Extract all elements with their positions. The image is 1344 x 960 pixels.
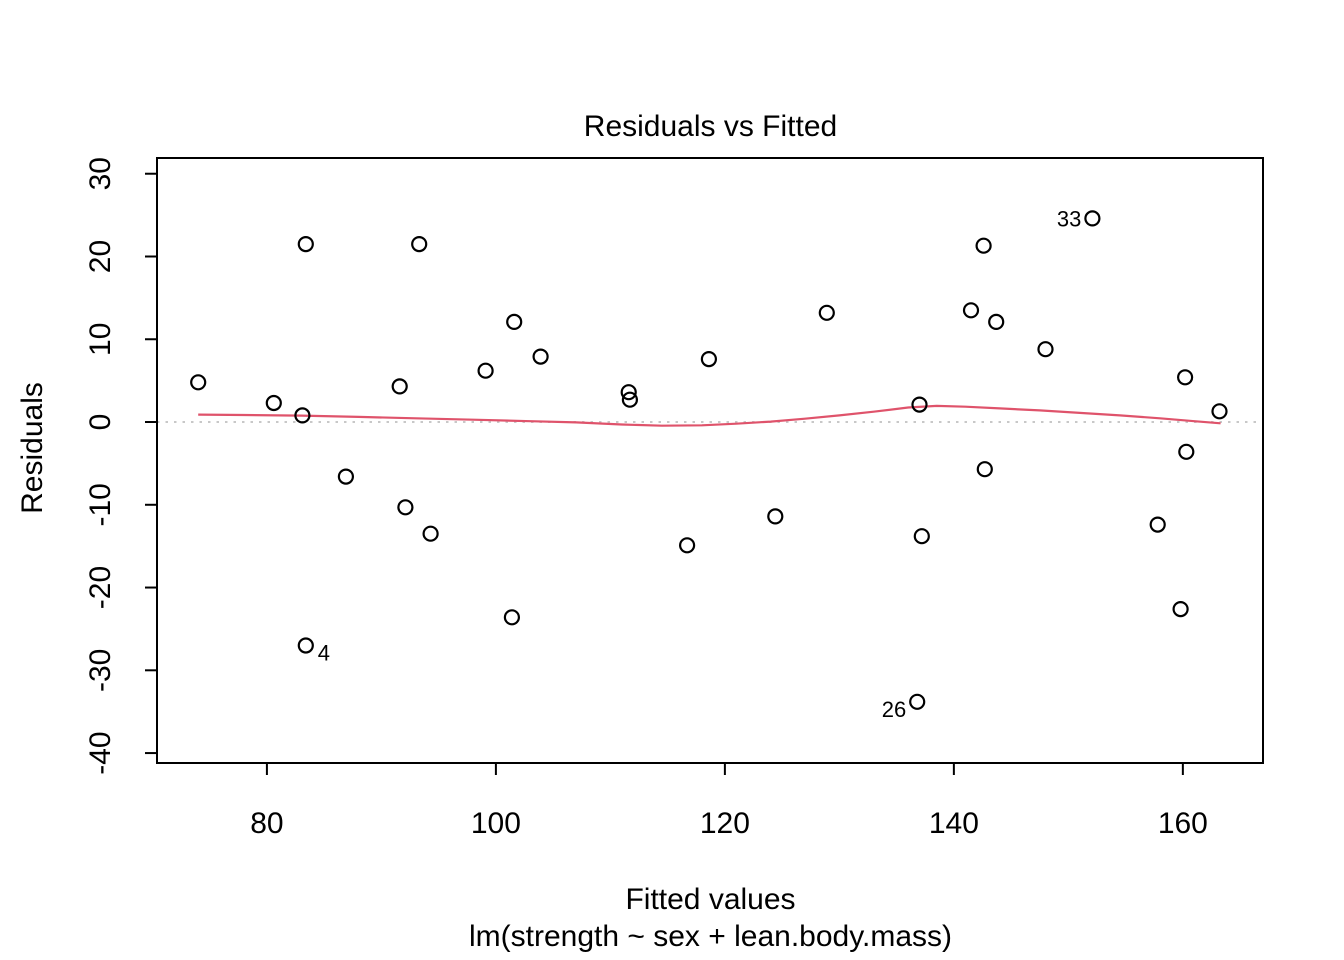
data-point	[909, 693, 926, 710]
data-point	[1178, 443, 1195, 460]
data-point	[297, 637, 314, 654]
x-axis-tick-label: 120	[700, 807, 750, 840]
plot-title: Residuals vs Fitted	[583, 110, 838, 143]
data-point	[1211, 403, 1228, 420]
data-point	[976, 461, 993, 478]
data-point	[411, 236, 428, 253]
data-point	[700, 351, 718, 368]
x-axis-tick-label: 100	[471, 807, 521, 840]
point-label: 26	[882, 697, 906, 722]
data-point	[678, 537, 696, 554]
data-point	[913, 528, 930, 545]
data-point	[962, 302, 980, 319]
data-point	[297, 236, 314, 253]
x-axis-tick-label: 80	[250, 807, 283, 840]
data-point	[911, 396, 928, 413]
data-point	[391, 378, 408, 395]
y-axis-tick-label: -10	[84, 483, 117, 526]
y-axis-tick-label: 10	[84, 323, 117, 356]
data-point	[1172, 600, 1189, 618]
x-axis-tick-label: 140	[929, 807, 979, 840]
data-point	[422, 525, 439, 542]
y-axis-label: Residuals	[16, 382, 49, 514]
data-point	[1084, 210, 1101, 227]
y-axis-tick-label: 0	[84, 414, 117, 431]
data-point	[1176, 369, 1194, 386]
data-point	[477, 362, 494, 379]
data-point	[190, 374, 207, 391]
data-point	[1149, 516, 1166, 533]
y-axis-tick-label: 30	[84, 157, 117, 190]
plot-frame	[156, 157, 1264, 764]
data-point	[397, 499, 414, 516]
data-point	[620, 384, 637, 401]
data-point	[265, 394, 282, 412]
y-axis-tick-label: -30	[84, 649, 117, 692]
data-point	[532, 348, 549, 365]
data-point	[818, 304, 835, 321]
point-label: 33	[1057, 206, 1081, 231]
lowess-smooth-line	[198, 404, 1221, 427]
data-point	[1037, 341, 1054, 358]
data-point	[767, 508, 784, 525]
point-label: 4	[318, 641, 330, 666]
y-axis-tick-label: -40	[84, 731, 117, 774]
data-point	[506, 313, 523, 330]
y-axis-tick-label: -20	[84, 566, 117, 609]
data-point	[988, 313, 1005, 330]
data-point	[337, 468, 354, 485]
model-caption: lm(strength ~ sex + lean.body.mass)	[469, 920, 952, 953]
x-axis-label: Fitted values	[625, 883, 796, 916]
data-point	[503, 609, 520, 626]
data-point	[621, 391, 639, 408]
data-point	[294, 407, 311, 424]
data-point	[975, 237, 992, 254]
y-axis-tick-label: 20	[84, 240, 117, 273]
x-axis-tick-label: 160	[1158, 807, 1208, 840]
